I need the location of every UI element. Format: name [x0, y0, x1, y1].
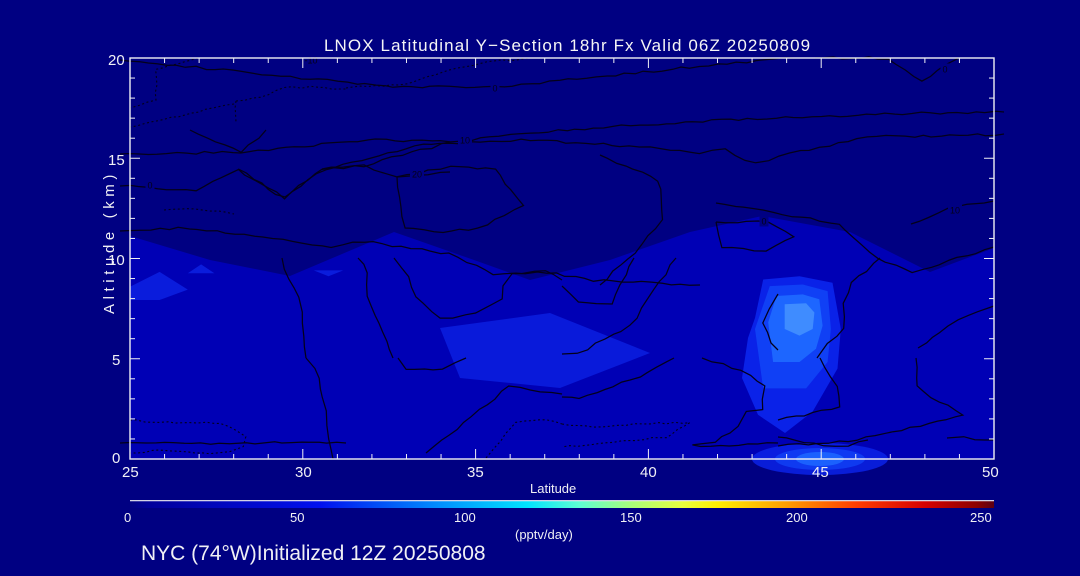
svg-text:0: 0: [492, 84, 497, 94]
svg-text:0: 0: [761, 217, 766, 227]
svg-text:0: 0: [147, 181, 152, 191]
svg-text:0: 0: [942, 65, 947, 75]
svg-text:10: 10: [460, 136, 470, 146]
svg-text:-10: -10: [304, 56, 317, 66]
svg-text:10: 10: [950, 206, 960, 216]
svg-text:20: 20: [412, 170, 422, 180]
